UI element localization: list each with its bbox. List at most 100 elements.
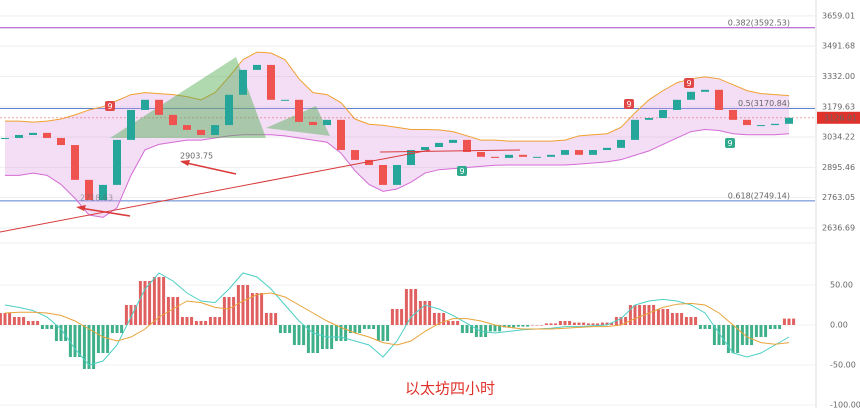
macd-bar <box>134 305 138 325</box>
candle <box>533 156 541 158</box>
macd-bar <box>367 325 371 329</box>
marker: 9 <box>107 102 112 111</box>
macd-bar <box>540 325 544 326</box>
macd-bar <box>596 323 600 325</box>
annotation: 2903.75 <box>180 152 213 161</box>
macd-bar <box>432 313 436 325</box>
marker: 9 <box>626 100 631 109</box>
macd-bar <box>521 325 525 327</box>
macd-bar <box>190 317 194 325</box>
candle <box>673 99 681 110</box>
macd-bar <box>260 293 264 325</box>
candle <box>575 150 583 155</box>
macd-bar <box>302 325 306 345</box>
candle <box>281 99 289 101</box>
macd-bar <box>115 325 119 333</box>
macd-bar <box>31 321 35 325</box>
candle <box>57 137 65 146</box>
macd-bar <box>619 317 623 325</box>
macd-bar <box>516 325 520 327</box>
macd-bar <box>442 313 446 325</box>
macd-bar <box>36 321 40 325</box>
macd-bar <box>507 325 511 328</box>
candle <box>589 150 597 155</box>
macd-bar <box>708 325 712 329</box>
macd-bar <box>120 325 124 333</box>
candle <box>771 123 779 126</box>
candle <box>519 154 527 157</box>
band-fill <box>5 52 789 218</box>
macd-bar <box>414 289 418 325</box>
last-price-box <box>817 111 860 124</box>
macd-bar <box>764 325 768 337</box>
macd-bar <box>358 325 362 333</box>
candle <box>71 145 79 180</box>
candle <box>631 119 639 140</box>
macd-bar <box>22 317 26 325</box>
band-upper <box>5 51 790 142</box>
macd-bar <box>624 317 628 325</box>
macd-bar <box>320 325 324 349</box>
arrow <box>181 161 237 175</box>
macd-bar <box>353 325 357 333</box>
macd-bar <box>745 325 749 345</box>
macd-tick-label: 50.00 <box>830 281 853 290</box>
fib-label: 0.382(3592.53) <box>728 18 790 27</box>
macd-bar <box>666 309 670 325</box>
fib-label: 0.5(3170.84) <box>738 99 790 108</box>
macd-bar <box>157 277 161 325</box>
candle <box>1 137 9 139</box>
candle <box>617 139 625 148</box>
macd-bar <box>339 325 343 341</box>
chart-title: 以太坊四小时 <box>405 380 495 398</box>
y-tick-label: 3332.00 <box>822 72 855 81</box>
macd-bar <box>386 325 390 341</box>
macd-bar <box>605 322 609 325</box>
macd-bar <box>722 325 726 345</box>
macd-bar <box>554 323 558 325</box>
macd-bar <box>208 317 212 325</box>
macd-bar <box>381 325 385 341</box>
macd-bar <box>610 322 614 325</box>
macd-bar <box>446 321 450 325</box>
macd-bar <box>3 313 7 325</box>
macd-bar <box>0 313 2 325</box>
macd-bar <box>344 325 348 341</box>
candle <box>407 150 415 166</box>
macd-bar <box>264 313 268 325</box>
dea-line <box>4 292 790 346</box>
candle <box>449 139 457 143</box>
macd-bar <box>488 325 492 332</box>
candle <box>603 147 611 151</box>
macd-bar <box>204 321 208 325</box>
macd-bar <box>241 285 245 325</box>
macd-bar <box>269 313 273 325</box>
macd-bar <box>428 301 432 325</box>
candle <box>715 89 723 110</box>
marker-box <box>624 99 634 109</box>
candle <box>197 129 205 135</box>
macd-bar <box>638 305 642 325</box>
macd-bar <box>246 285 250 325</box>
macd-bar <box>176 297 180 325</box>
macd-bar <box>717 325 721 345</box>
macd-bar <box>162 277 166 325</box>
marker: 9 <box>727 139 732 148</box>
macd-bar <box>376 325 380 341</box>
last-price-label: 3126.01 <box>824 113 857 122</box>
macd-bar <box>563 321 567 325</box>
macd-bar <box>684 317 688 325</box>
candle <box>645 117 653 120</box>
macd-bar <box>297 325 301 345</box>
macd-bar <box>680 313 684 325</box>
macd-bar <box>675 313 679 325</box>
macd-bar <box>694 317 698 325</box>
macd-bar <box>348 325 352 333</box>
macd-bar <box>274 313 278 325</box>
macd-bar <box>512 325 516 328</box>
macd-bar <box>106 325 110 353</box>
macd-bar <box>68 325 72 357</box>
macd-bar <box>465 325 469 333</box>
macd-bar <box>166 297 170 325</box>
